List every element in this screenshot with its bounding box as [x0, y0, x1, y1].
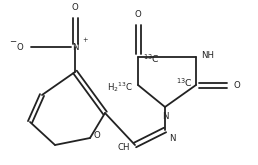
Text: O: O	[135, 10, 141, 19]
Text: $^{13}$C: $^{13}$C	[143, 53, 159, 65]
Text: O: O	[94, 132, 101, 141]
Text: N: N	[162, 112, 168, 121]
Text: +: +	[82, 37, 88, 43]
Text: $^{13}$C: $^{13}$C	[176, 77, 193, 89]
Text: N: N	[72, 43, 78, 51]
Text: CH: CH	[117, 144, 130, 152]
Text: NH: NH	[201, 50, 214, 60]
Text: H$_2$$^{13}$C: H$_2$$^{13}$C	[107, 80, 133, 94]
Text: O: O	[16, 43, 23, 51]
Text: −: −	[9, 36, 17, 46]
Text: O: O	[72, 3, 78, 12]
Text: O: O	[233, 81, 240, 89]
Text: N: N	[169, 134, 175, 143]
